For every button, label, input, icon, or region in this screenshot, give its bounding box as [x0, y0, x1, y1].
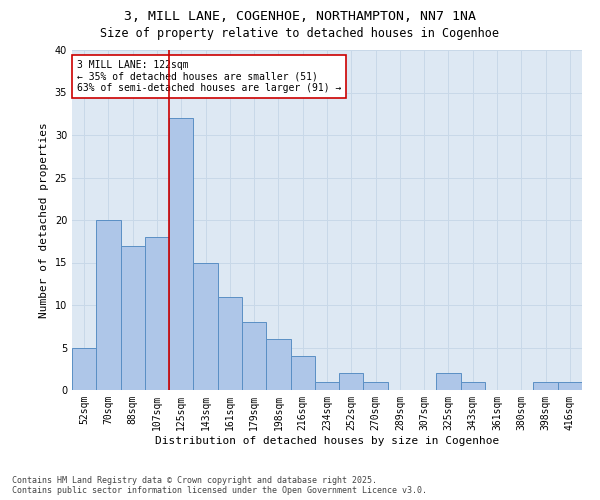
Bar — [315, 382, 339, 390]
Bar — [290, 356, 315, 390]
Text: Size of property relative to detached houses in Cogenhoe: Size of property relative to detached ho… — [101, 28, 499, 40]
Bar — [169, 118, 193, 390]
Bar — [121, 246, 145, 390]
Bar — [436, 373, 461, 390]
Bar — [364, 382, 388, 390]
Bar — [461, 382, 485, 390]
Bar — [218, 296, 242, 390]
Bar — [533, 382, 558, 390]
Text: Contains HM Land Registry data © Crown copyright and database right 2025.
Contai: Contains HM Land Registry data © Crown c… — [12, 476, 427, 495]
Y-axis label: Number of detached properties: Number of detached properties — [39, 122, 49, 318]
Bar — [72, 348, 96, 390]
Bar — [339, 373, 364, 390]
Text: 3 MILL LANE: 122sqm
← 35% of detached houses are smaller (51)
63% of semi-detach: 3 MILL LANE: 122sqm ← 35% of detached ho… — [77, 60, 341, 94]
X-axis label: Distribution of detached houses by size in Cogenhoe: Distribution of detached houses by size … — [155, 436, 499, 446]
Bar — [96, 220, 121, 390]
Bar — [558, 382, 582, 390]
Text: 3, MILL LANE, COGENHOE, NORTHAMPTON, NN7 1NA: 3, MILL LANE, COGENHOE, NORTHAMPTON, NN7… — [124, 10, 476, 23]
Bar — [145, 237, 169, 390]
Bar — [193, 262, 218, 390]
Bar — [266, 339, 290, 390]
Bar — [242, 322, 266, 390]
